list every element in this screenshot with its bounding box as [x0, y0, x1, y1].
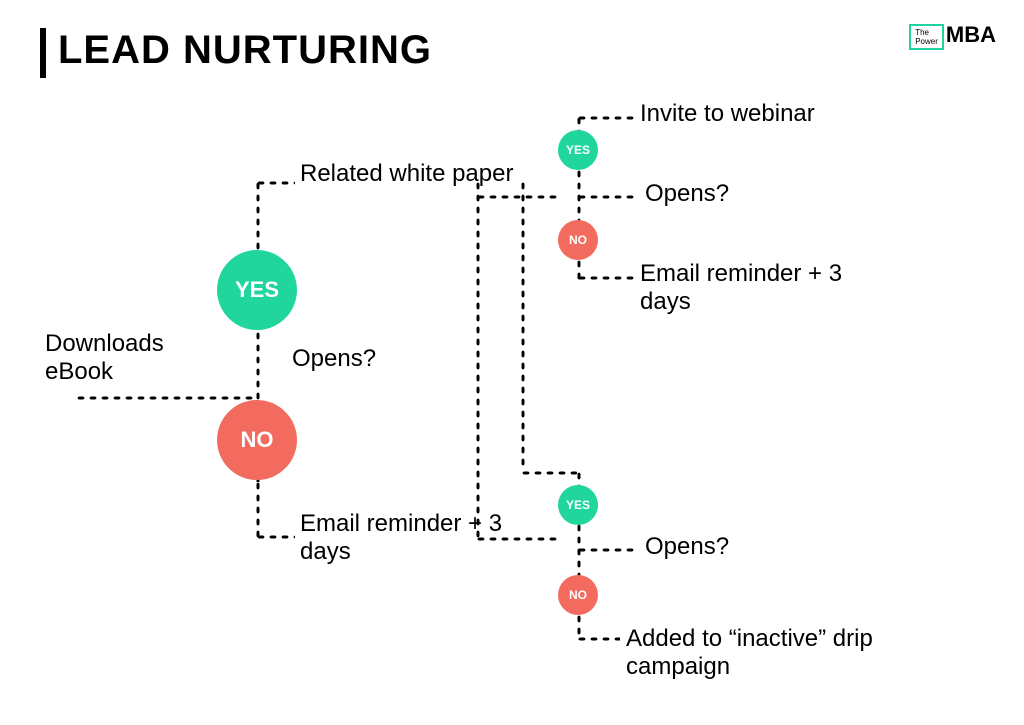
flow-edge: [255, 180, 261, 252]
decision-yes-3: YES: [558, 485, 598, 525]
node-opens-2: Opens?: [645, 180, 729, 208]
decision-no-2: NO: [558, 220, 598, 260]
flow-edge: [576, 275, 636, 281]
node-email-reminder-2: Email reminder + 3 days: [640, 260, 860, 316]
decision-yes-1: YES: [217, 250, 297, 330]
node-inactive-drip: Added to “inactive” drip campaign: [626, 625, 886, 681]
flow-edge: [520, 180, 526, 470]
flowchart-stage: LEAD NURTURING The Power MBA Downloads e…: [0, 0, 1024, 725]
decision-yes-2: YES: [558, 130, 598, 170]
logo-line1: The: [915, 28, 929, 37]
decision-no-1: NO: [217, 400, 297, 480]
logo-box: The Power: [909, 24, 944, 50]
flow-edge: [520, 470, 577, 476]
logo-mba: MBA: [946, 24, 996, 46]
node-invite-to-webinar: Invite to webinar: [640, 100, 815, 128]
title-accent-bar: [40, 28, 46, 78]
flow-edge: [255, 480, 261, 540]
flow-edge: [255, 180, 295, 186]
brand-logo: The Power MBA: [909, 24, 996, 50]
flow-edge: [576, 547, 636, 553]
decision-no-3: NO: [558, 575, 598, 615]
flow-edge: [576, 115, 636, 121]
node-email-reminder-1: Email reminder + 3 days: [300, 510, 530, 566]
node-downloads-ebook: Downloads eBook: [45, 330, 215, 386]
node-opens-3: Opens?: [645, 533, 729, 561]
logo-line2: Power: [915, 37, 938, 46]
page-title: LEAD NURTURING: [58, 28, 432, 73]
node-opens-1: Opens?: [292, 345, 376, 373]
flow-edge: [255, 534, 295, 540]
flow-edge: [576, 636, 620, 642]
flow-edge: [475, 180, 481, 542]
node-related-white-paper: Related white paper: [300, 160, 520, 188]
flow-edge: [75, 395, 255, 401]
flow-edge: [475, 194, 560, 200]
flow-edge: [576, 194, 636, 200]
